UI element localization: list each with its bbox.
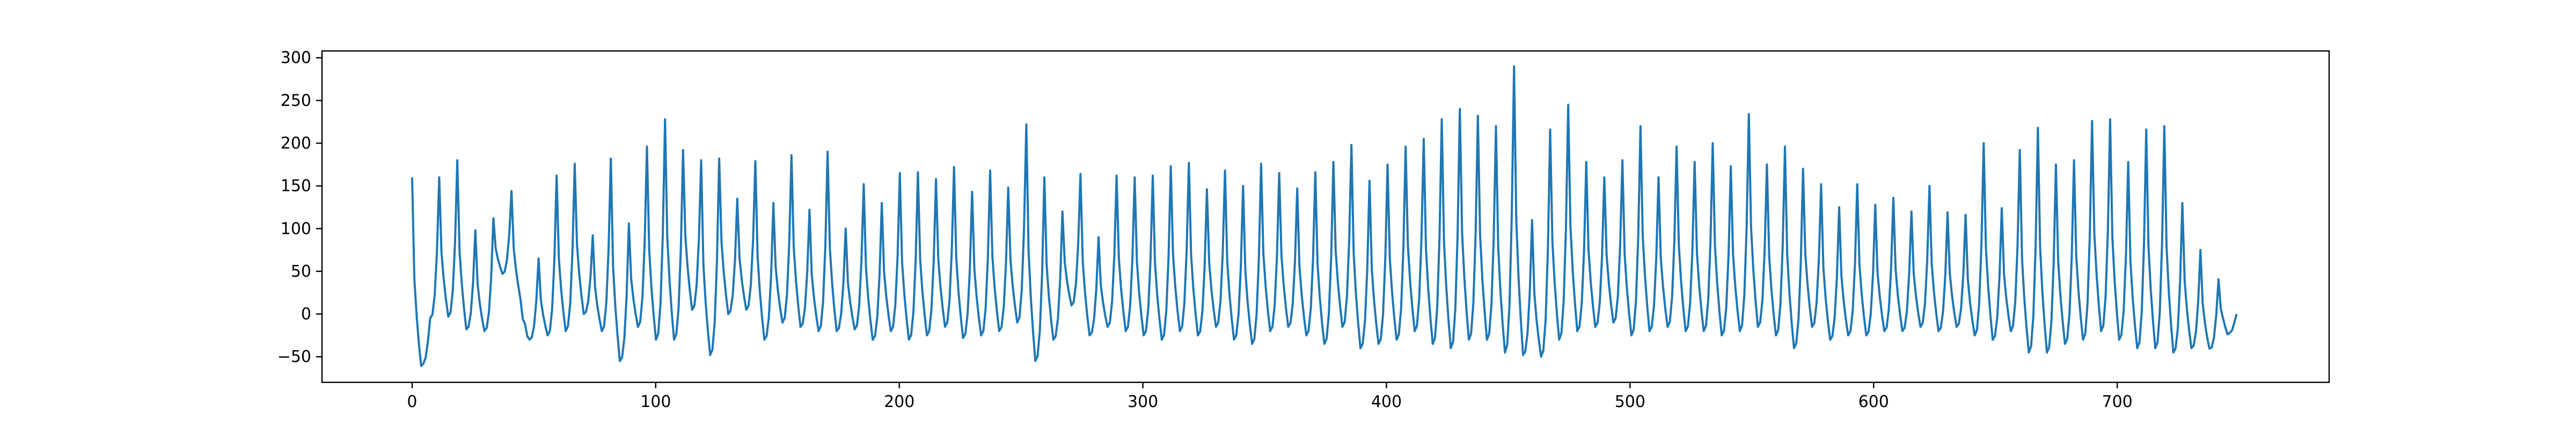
y-tick-label: 100 — [281, 219, 311, 238]
axes: 0 100 200 300 400 500 600 700 −50 0 50 100 150 200 250… — [277, 49, 2330, 411]
x-tick-label: 500 — [1615, 393, 1645, 411]
series-line — [411, 65, 2238, 367]
y-tick-label: 50 — [291, 262, 311, 281]
x-tick-label: 600 — [1858, 393, 1889, 411]
x-tick-label: 100 — [640, 393, 671, 411]
y-tick-label: 300 — [281, 49, 311, 68]
x-tick-label: 200 — [884, 393, 914, 411]
x-tick-label: 400 — [1371, 393, 1402, 411]
x-tick-label: 300 — [1128, 393, 1158, 411]
plot-area — [411, 65, 2238, 367]
y-tick-label: 150 — [281, 177, 311, 196]
y-tick-label: 0 — [301, 305, 311, 324]
y-tick-label: −50 — [277, 347, 311, 366]
y-tick-label: 250 — [281, 91, 311, 110]
y-tick-label: 200 — [281, 134, 311, 153]
x-tick-label: 700 — [2102, 393, 2132, 411]
x-tick-label: 0 — [407, 393, 417, 411]
axes-frame — [321, 50, 2330, 383]
